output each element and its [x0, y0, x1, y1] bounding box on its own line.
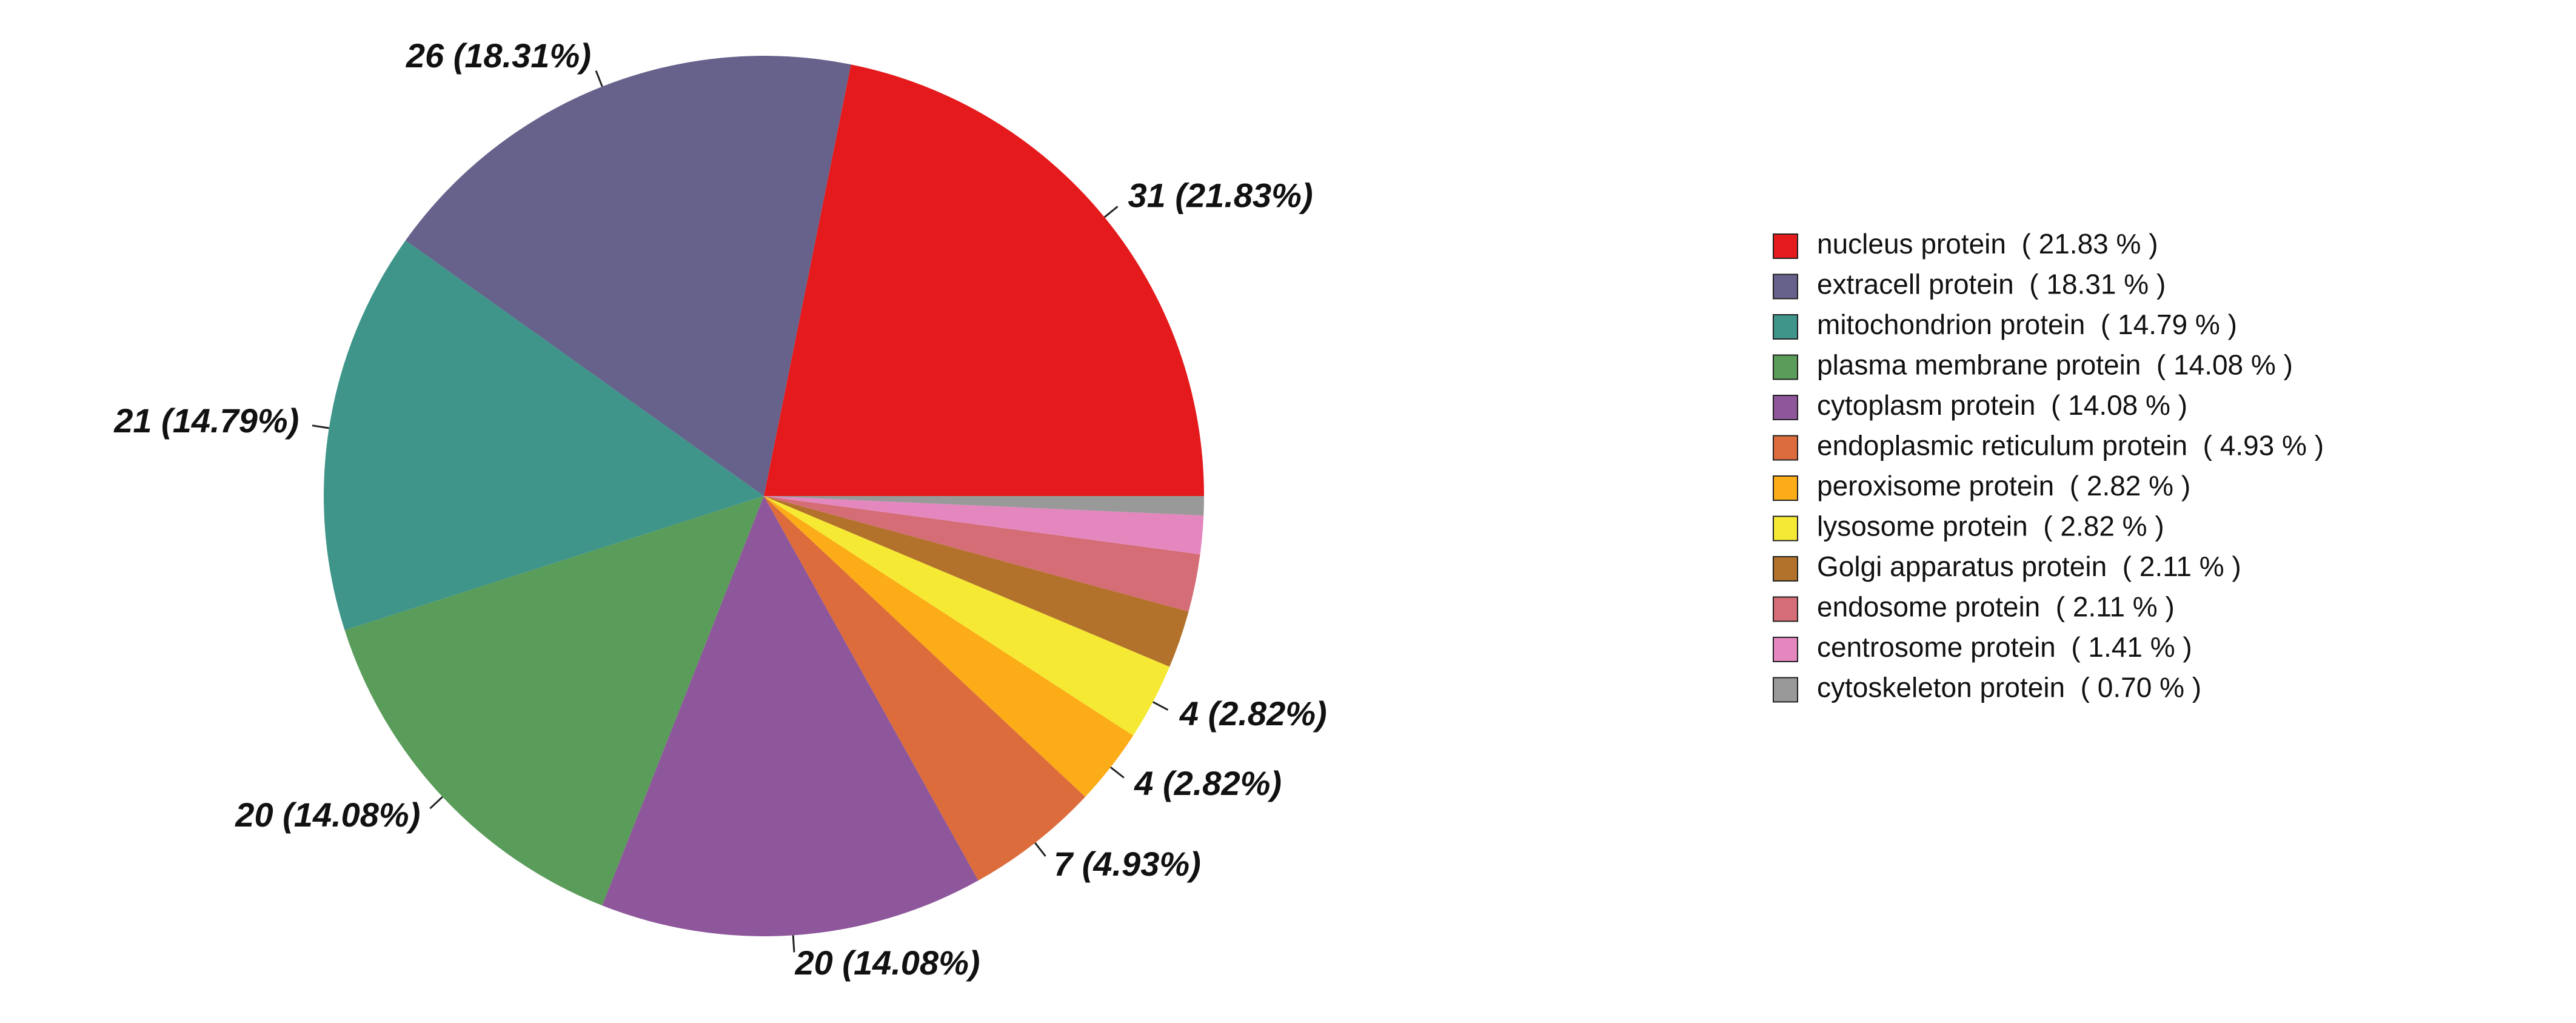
pie-slice	[764, 496, 1204, 516]
label-tick	[429, 796, 443, 810]
pie-slice	[764, 64, 1204, 496]
legend-swatch	[1773, 233, 1798, 259]
value-label: 31 (21.83%)	[1128, 176, 1313, 214]
legend-swatch	[1773, 515, 1798, 542]
pie-slice	[764, 496, 1134, 797]
legend-swatch	[1773, 677, 1798, 703]
value-label: 7 (4.93%)	[1054, 845, 1201, 883]
legend-label: centrosome protein ( 1.41 % )	[1817, 631, 2192, 663]
legend-swatch	[1773, 435, 1798, 461]
legend-label: mitochondrion protein ( 14.79 % )	[1817, 309, 2237, 340]
label-tick	[792, 935, 795, 953]
label-tick	[1109, 766, 1125, 779]
legend-label: lysosome protein ( 2.82 % )	[1817, 511, 2164, 542]
legend-label: cytoskeleton protein ( 0.70 % )	[1817, 672, 2201, 703]
label-tick	[312, 424, 329, 429]
legend-label: endoplasmic reticulum protein ( 4.93 % )	[1817, 430, 2324, 461]
value-label: 4 (2.82%)	[1179, 694, 1327, 733]
legend-swatch	[1773, 395, 1798, 420]
legend-swatch	[1773, 637, 1798, 662]
pie-slice	[764, 496, 1086, 881]
legend-label: plasma membrane protein ( 14.08 % )	[1817, 349, 2293, 381]
legend-label: nucleus protein ( 21.83 % )	[1817, 228, 2158, 260]
value-label: 21 (14.79%)	[113, 401, 299, 440]
label-tick	[1152, 701, 1169, 711]
value-label: 26 (18.31%)	[406, 36, 591, 75]
legend-label: extracell protein ( 18.31 % )	[1817, 269, 2166, 300]
label-tick	[595, 70, 603, 87]
value-label: 20 (14.08%)	[235, 796, 420, 834]
value-label: 20 (14.08%)	[794, 944, 980, 982]
label-tick	[1034, 842, 1046, 857]
legend-label: peroxisome protein ( 2.82 % )	[1817, 470, 2190, 501]
pie-slice	[764, 496, 1189, 667]
value-label: 4 (2.82%)	[1134, 764, 1282, 802]
legend-label: cytoplasm protein ( 14.08 % )	[1817, 389, 2187, 421]
pie-slice	[323, 240, 764, 631]
legend-swatch	[1773, 273, 1798, 300]
pie-slice	[602, 496, 979, 937]
legend-swatch	[1773, 354, 1798, 380]
pie-slice	[344, 496, 764, 906]
label-tick	[1103, 206, 1119, 218]
legend-swatch	[1773, 475, 1798, 501]
pie-slice	[764, 496, 1204, 555]
legend-label: Golgi apparatus protein ( 2.11 % )	[1817, 551, 2241, 582]
pie-slice	[764, 496, 1200, 612]
pie-slice	[405, 55, 851, 496]
pie-slice	[764, 496, 1170, 736]
legend-swatch	[1773, 314, 1798, 340]
legend-label: endosome protein ( 2.11 % )	[1817, 591, 2175, 623]
legend-swatch	[1773, 596, 1798, 622]
legend-swatch	[1773, 556, 1798, 582]
